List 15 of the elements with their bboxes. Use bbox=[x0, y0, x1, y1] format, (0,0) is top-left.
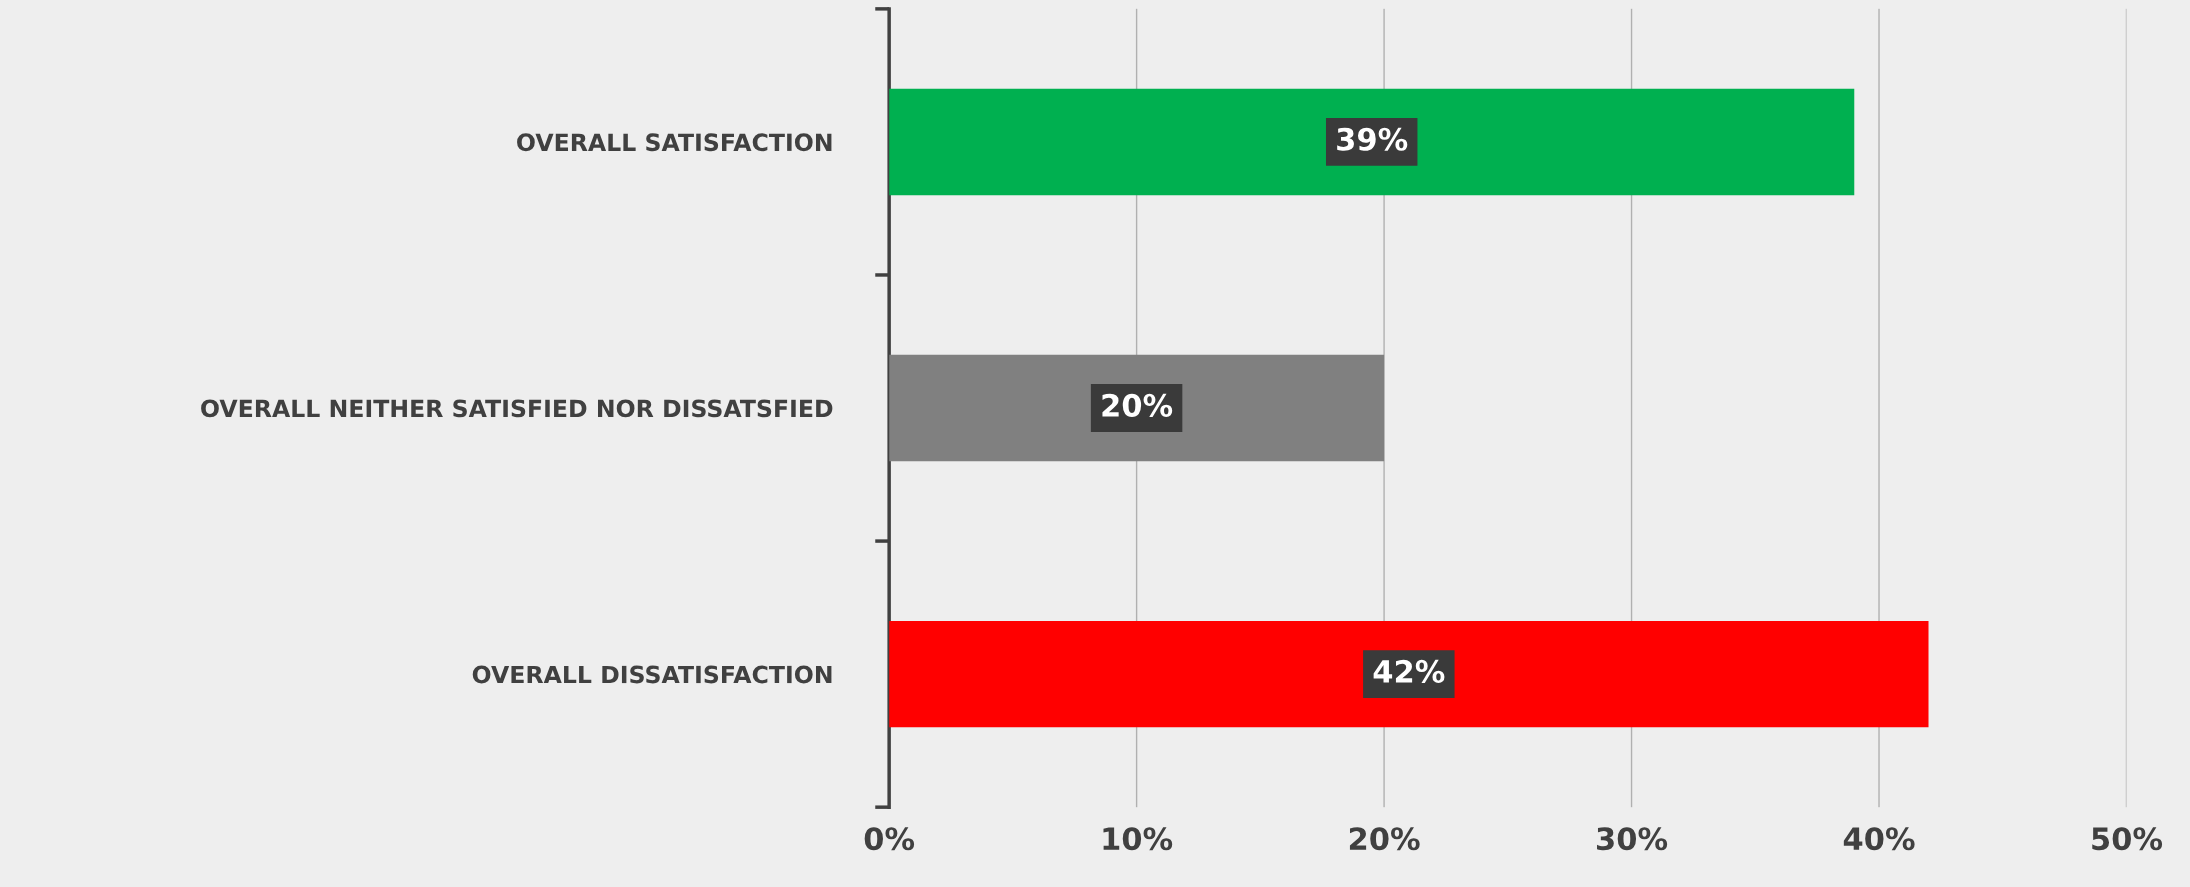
bar bbox=[889, 620, 1929, 728]
x-tick-label: 40% bbox=[1843, 827, 1915, 851]
y-tick-label: OVERALL SATISFACTION bbox=[517, 133, 832, 152]
x-tick-label: 10% bbox=[1103, 827, 1173, 851]
x-tick-label: 30% bbox=[1597, 827, 1668, 851]
bar bbox=[889, 354, 1385, 462]
y-tick-label: OVERALL NEITHER SATISFIED NOR DISSATSFIED bbox=[201, 399, 833, 418]
x-tick-label: 0% bbox=[864, 827, 915, 851]
data-label: 42% bbox=[1373, 659, 1445, 683]
x-tick-label: 50% bbox=[2092, 827, 2163, 851]
data-label: 20% bbox=[1102, 393, 1173, 417]
y-tick-label: OVERALL DISSATISFACTION bbox=[472, 665, 832, 684]
bar bbox=[889, 88, 1855, 196]
data-label: 39% bbox=[1337, 127, 1408, 151]
x-tick-label: 20% bbox=[1349, 827, 1420, 851]
